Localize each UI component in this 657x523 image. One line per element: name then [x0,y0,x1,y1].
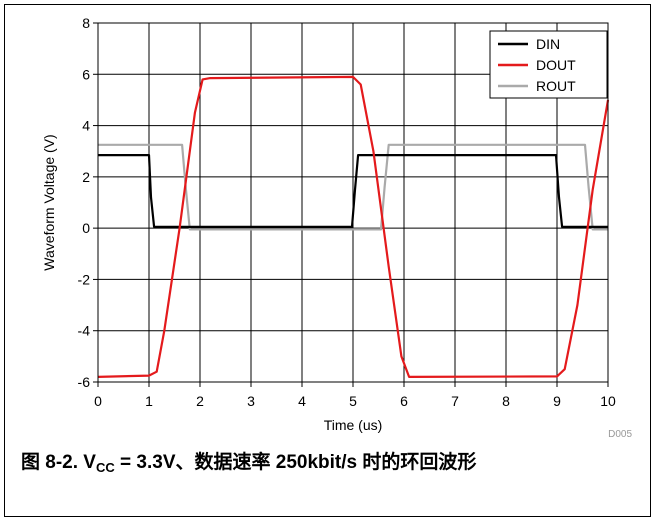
figure-id-label: D005 [608,429,632,440]
series-line-dout [97,75,610,378]
caption-subscript: CC [95,460,115,475]
y-tick-label: 8 [82,15,90,31]
waveform-chart: 0 1 2 3 4 5 6 7 8 9 10 -6 -4 -2 0 2 4 6 8 Time (us) Wavefo… [41,15,632,440]
y-tick-label: 4 [82,118,90,134]
axis-ticks: 0 1 2 3 4 5 6 7 8 9 10 -6 -4 -2 0 2 4 6 8 [78,15,616,409]
legend: DIN DOUT ROUT [489,30,608,99]
caption-prefix: 图 8-2. V [21,452,96,473]
y-tick-label: 2 [82,169,90,185]
x-tick-label: 3 [247,393,255,409]
series-lines [97,75,610,378]
x-tick-label: 1 [145,393,153,409]
y-tick-label: 6 [82,66,90,82]
x-tick-label: 2 [196,393,204,409]
legend-label-din: DIN [536,36,560,52]
legend-label-rout: ROUT [536,78,576,94]
y-axis-label: Waveform Voltage (V) [41,134,57,270]
figure-caption: 图 8-2. VCC = 3.3V、数据速率 250kbit/s 时的环回波形 [21,447,476,475]
x-axis-label: Time (us) [324,417,383,433]
x-tick-label: 5 [349,393,357,409]
figure-frame [4,4,651,517]
x-tick-label: 4 [298,393,306,409]
y-tick-label: -2 [78,271,91,287]
series-line-rout [98,143,608,231]
y-tick-label: -6 [78,374,91,390]
caption-suffix: = 3.3V、数据速率 250kbit/s 时的环回波形 [114,452,477,473]
x-tick-label: 9 [553,393,561,409]
x-tick-label: 7 [451,393,459,409]
x-tick-label: 8 [502,393,510,409]
plot-border [97,22,609,383]
legend-label-dout: DOUT [536,57,576,73]
x-tick-label: 6 [400,393,408,409]
x-tick-label: 0 [94,393,102,409]
y-tick-label: -4 [78,323,91,339]
y-tick-label: 0 [82,220,90,236]
series-line-din [98,154,608,228]
x-tick-label: 10 [600,393,616,409]
